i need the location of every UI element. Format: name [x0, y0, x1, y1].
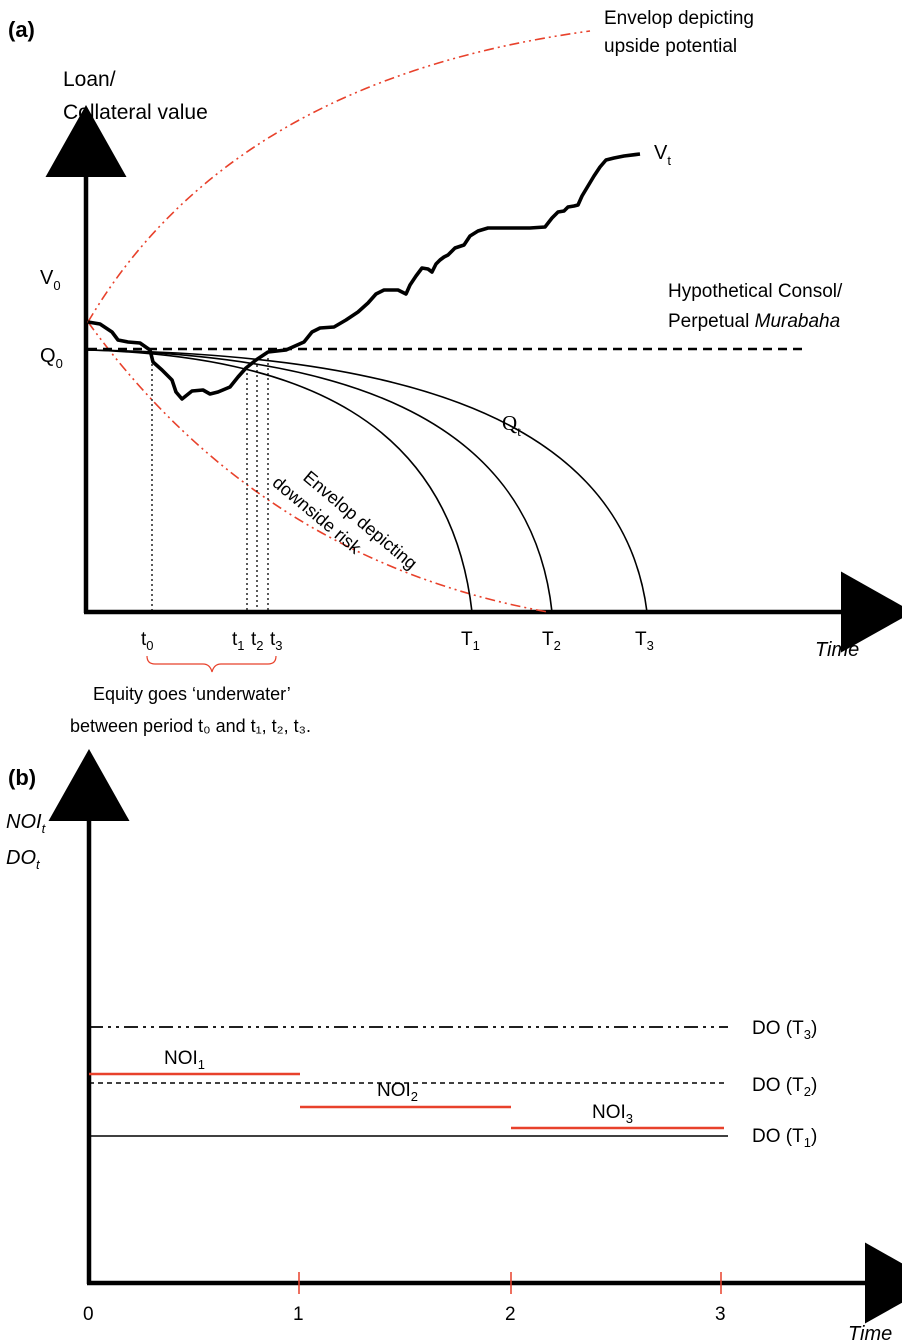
panel-b-y-label-line2: DOt [6, 847, 41, 872]
vt-label: Vt [654, 142, 671, 168]
do-t3-label: DO (T3) [752, 1018, 817, 1042]
loan-path-T2 [87, 349, 553, 613]
do-t1-label: DO (T1) [752, 1126, 817, 1150]
panel-a-y-label-line2: Collateral value [63, 101, 208, 124]
collateral-value-path [87, 152, 641, 401]
panel-b-x-label: Time [848, 1323, 892, 1344]
t1-label: t1 [232, 629, 245, 653]
panel-b-label: (b) [8, 765, 36, 790]
panel-a: (a) Loan/ Collateral value V0 Q0 Envelop… [8, 8, 902, 736]
x-tick-label-3: 3 [715, 1304, 726, 1325]
upside-label-line2: upside potential [604, 36, 737, 57]
downside-label: Envelop depicting downside risk [269, 467, 421, 574]
loan-path-T3 [87, 349, 648, 613]
do-t2-label: DO (T2) [752, 1075, 817, 1099]
T1-label: T1 [461, 629, 480, 653]
underwater-note-line2: between period t₀ and t₁, t₂, t₃. [70, 716, 311, 736]
panel-b-y-label-line1: NOIt [6, 811, 47, 836]
underwater-brace [146, 655, 277, 673]
panel-a-label: (a) [8, 17, 35, 42]
downside-envelope [87, 321, 549, 613]
t3-label: t3 [270, 629, 283, 653]
x-tick-label-2: 2 [505, 1304, 516, 1325]
qt-label: Qt [502, 411, 521, 440]
v0-label: V0 [40, 267, 61, 293]
loan-path-T1 [87, 349, 473, 613]
t2-label: t2 [251, 629, 264, 653]
upside-envelope [87, 30, 591, 323]
consol-label-line1: Hypothetical Consol/ [668, 281, 843, 302]
x-tick-label-1: 1 [293, 1304, 304, 1325]
consol-label-line2: Perpetual Murabaha [668, 311, 840, 332]
panel-a-x-label: Time [815, 639, 859, 661]
t0-label: t0 [141, 629, 154, 653]
noi-2-label: NOI2 [377, 1080, 418, 1104]
panel-a-y-label-line1: Loan/ [63, 68, 116, 91]
q0-label: Q0 [40, 345, 63, 371]
underwater-note-line1: Equity goes ‘underwater’ [93, 684, 291, 704]
upside-label-line1: Envelop depicting [604, 8, 754, 29]
T3-label: T3 [635, 629, 654, 653]
panel-b: (b) NOIt DOt 0 1 2 3 Time DO (T3) DO (T2… [6, 749, 902, 1344]
noi-1-label: NOI1 [164, 1048, 205, 1072]
noi-3-label: NOI3 [592, 1102, 633, 1126]
x-tick-label-0: 0 [83, 1304, 94, 1325]
T2-label: T2 [542, 629, 561, 653]
